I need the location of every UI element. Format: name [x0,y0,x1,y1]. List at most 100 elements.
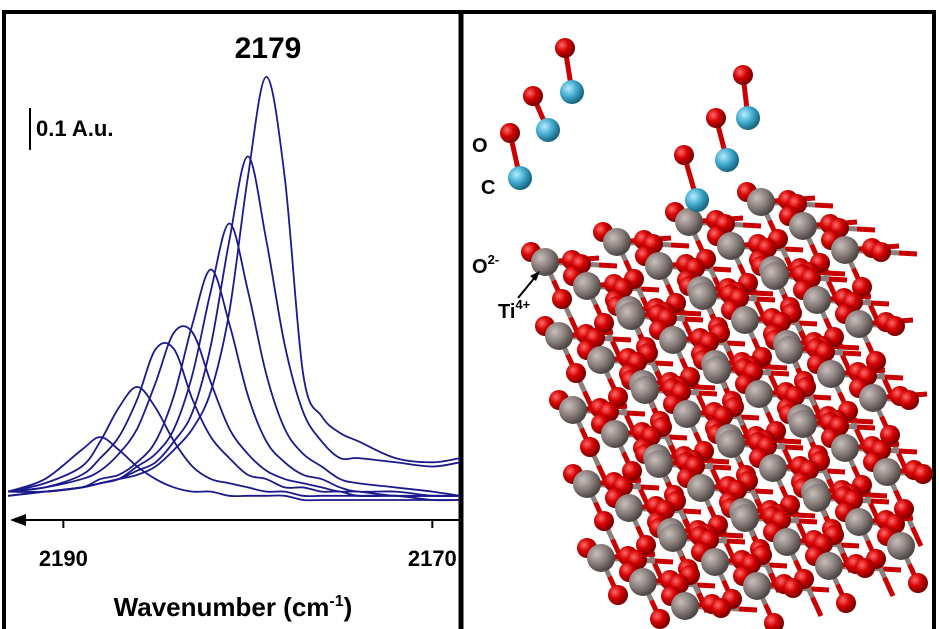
bond [883,569,901,570]
ti-atom [545,322,573,350]
bond [727,541,745,542]
bond [815,205,833,206]
bond [813,397,831,398]
c-atom [715,148,739,172]
ti-atom [673,400,701,428]
x-axis-title-sup: -1 [329,593,343,610]
bond [743,225,761,226]
ti-atom [531,248,559,276]
peak-annotation: 2179 [235,32,302,65]
bond [713,467,731,468]
bond [843,353,861,354]
ti-atom [717,430,745,458]
bond [857,229,875,230]
o-atom [566,363,586,383]
ti-atom [573,470,601,498]
bond [683,313,701,314]
ti-atom [645,450,673,478]
bond [799,521,817,522]
bond [655,561,673,562]
o-atom [908,573,928,593]
bond [783,441,801,442]
ti-atom [671,592,699,620]
ti-atom [559,396,587,424]
ti-atom [675,208,703,236]
bond [785,447,803,448]
bond [669,437,687,438]
ti-atom [659,524,687,552]
bond [685,319,703,320]
bond [769,367,787,368]
label-c: C [481,177,495,199]
ti-atom [815,552,843,580]
bond [827,273,845,274]
label-oxide-text: O [472,256,488,278]
ti-atom [817,360,845,388]
co-o-atom [733,65,753,85]
ti-atom [761,262,789,290]
bond [885,377,903,378]
bond [799,323,817,324]
bond [871,303,889,304]
ti-atom [887,532,915,560]
bond [697,387,715,388]
o-atom [608,585,628,605]
ti-atom [587,544,615,572]
label-ti-charge: 4+ [515,297,530,312]
ti-atom [803,286,831,314]
label-ti-text: Ti [498,301,515,323]
o-atom [594,511,614,531]
ti-atom [703,356,731,384]
bond [757,299,775,300]
c-atom [560,80,584,104]
o-atom [899,390,919,410]
bond [771,373,789,374]
co-o-atom [523,86,543,106]
ti-atom [659,326,687,354]
bond [699,393,717,394]
ti-atom [603,228,631,256]
c-atom [685,188,709,212]
bond [739,609,757,610]
ti-atom [731,306,759,334]
x-tick-label: 2170 [408,546,457,571]
o-atom [836,593,856,613]
bond [613,339,631,340]
o-atom [855,558,875,578]
o-atom [885,316,905,336]
bond [599,265,617,266]
o-atom [580,437,600,457]
ti-atom [645,252,673,280]
bond [727,343,745,344]
bond [785,249,803,250]
bond [627,413,645,414]
o-atom [711,598,731,618]
bond [755,293,773,294]
bond [683,511,701,512]
ti-atom [747,188,775,216]
bond [869,495,887,496]
ti-atom [629,568,657,596]
bond [725,535,743,536]
ti-atom [831,236,859,264]
ti-atom [775,336,803,364]
ti-atom [631,376,659,404]
ti-atom [689,282,717,310]
bond [797,515,815,516]
bond [755,491,773,492]
o-atom [552,289,572,309]
ti-atom [687,474,715,502]
ti-atom [803,484,831,512]
ti-atom [789,410,817,438]
bond [713,269,731,270]
ti-atom [873,458,901,486]
co-o-atom [706,108,726,128]
co-o-atom [555,38,575,58]
x-axis-title-end: ) [344,592,353,622]
ti-atom [701,548,729,576]
bond [655,363,673,364]
ti-atom [615,494,643,522]
ti-atom [573,272,601,300]
x-axis-title: Wavenumber (cm-1) [114,592,353,622]
bond [855,421,873,422]
